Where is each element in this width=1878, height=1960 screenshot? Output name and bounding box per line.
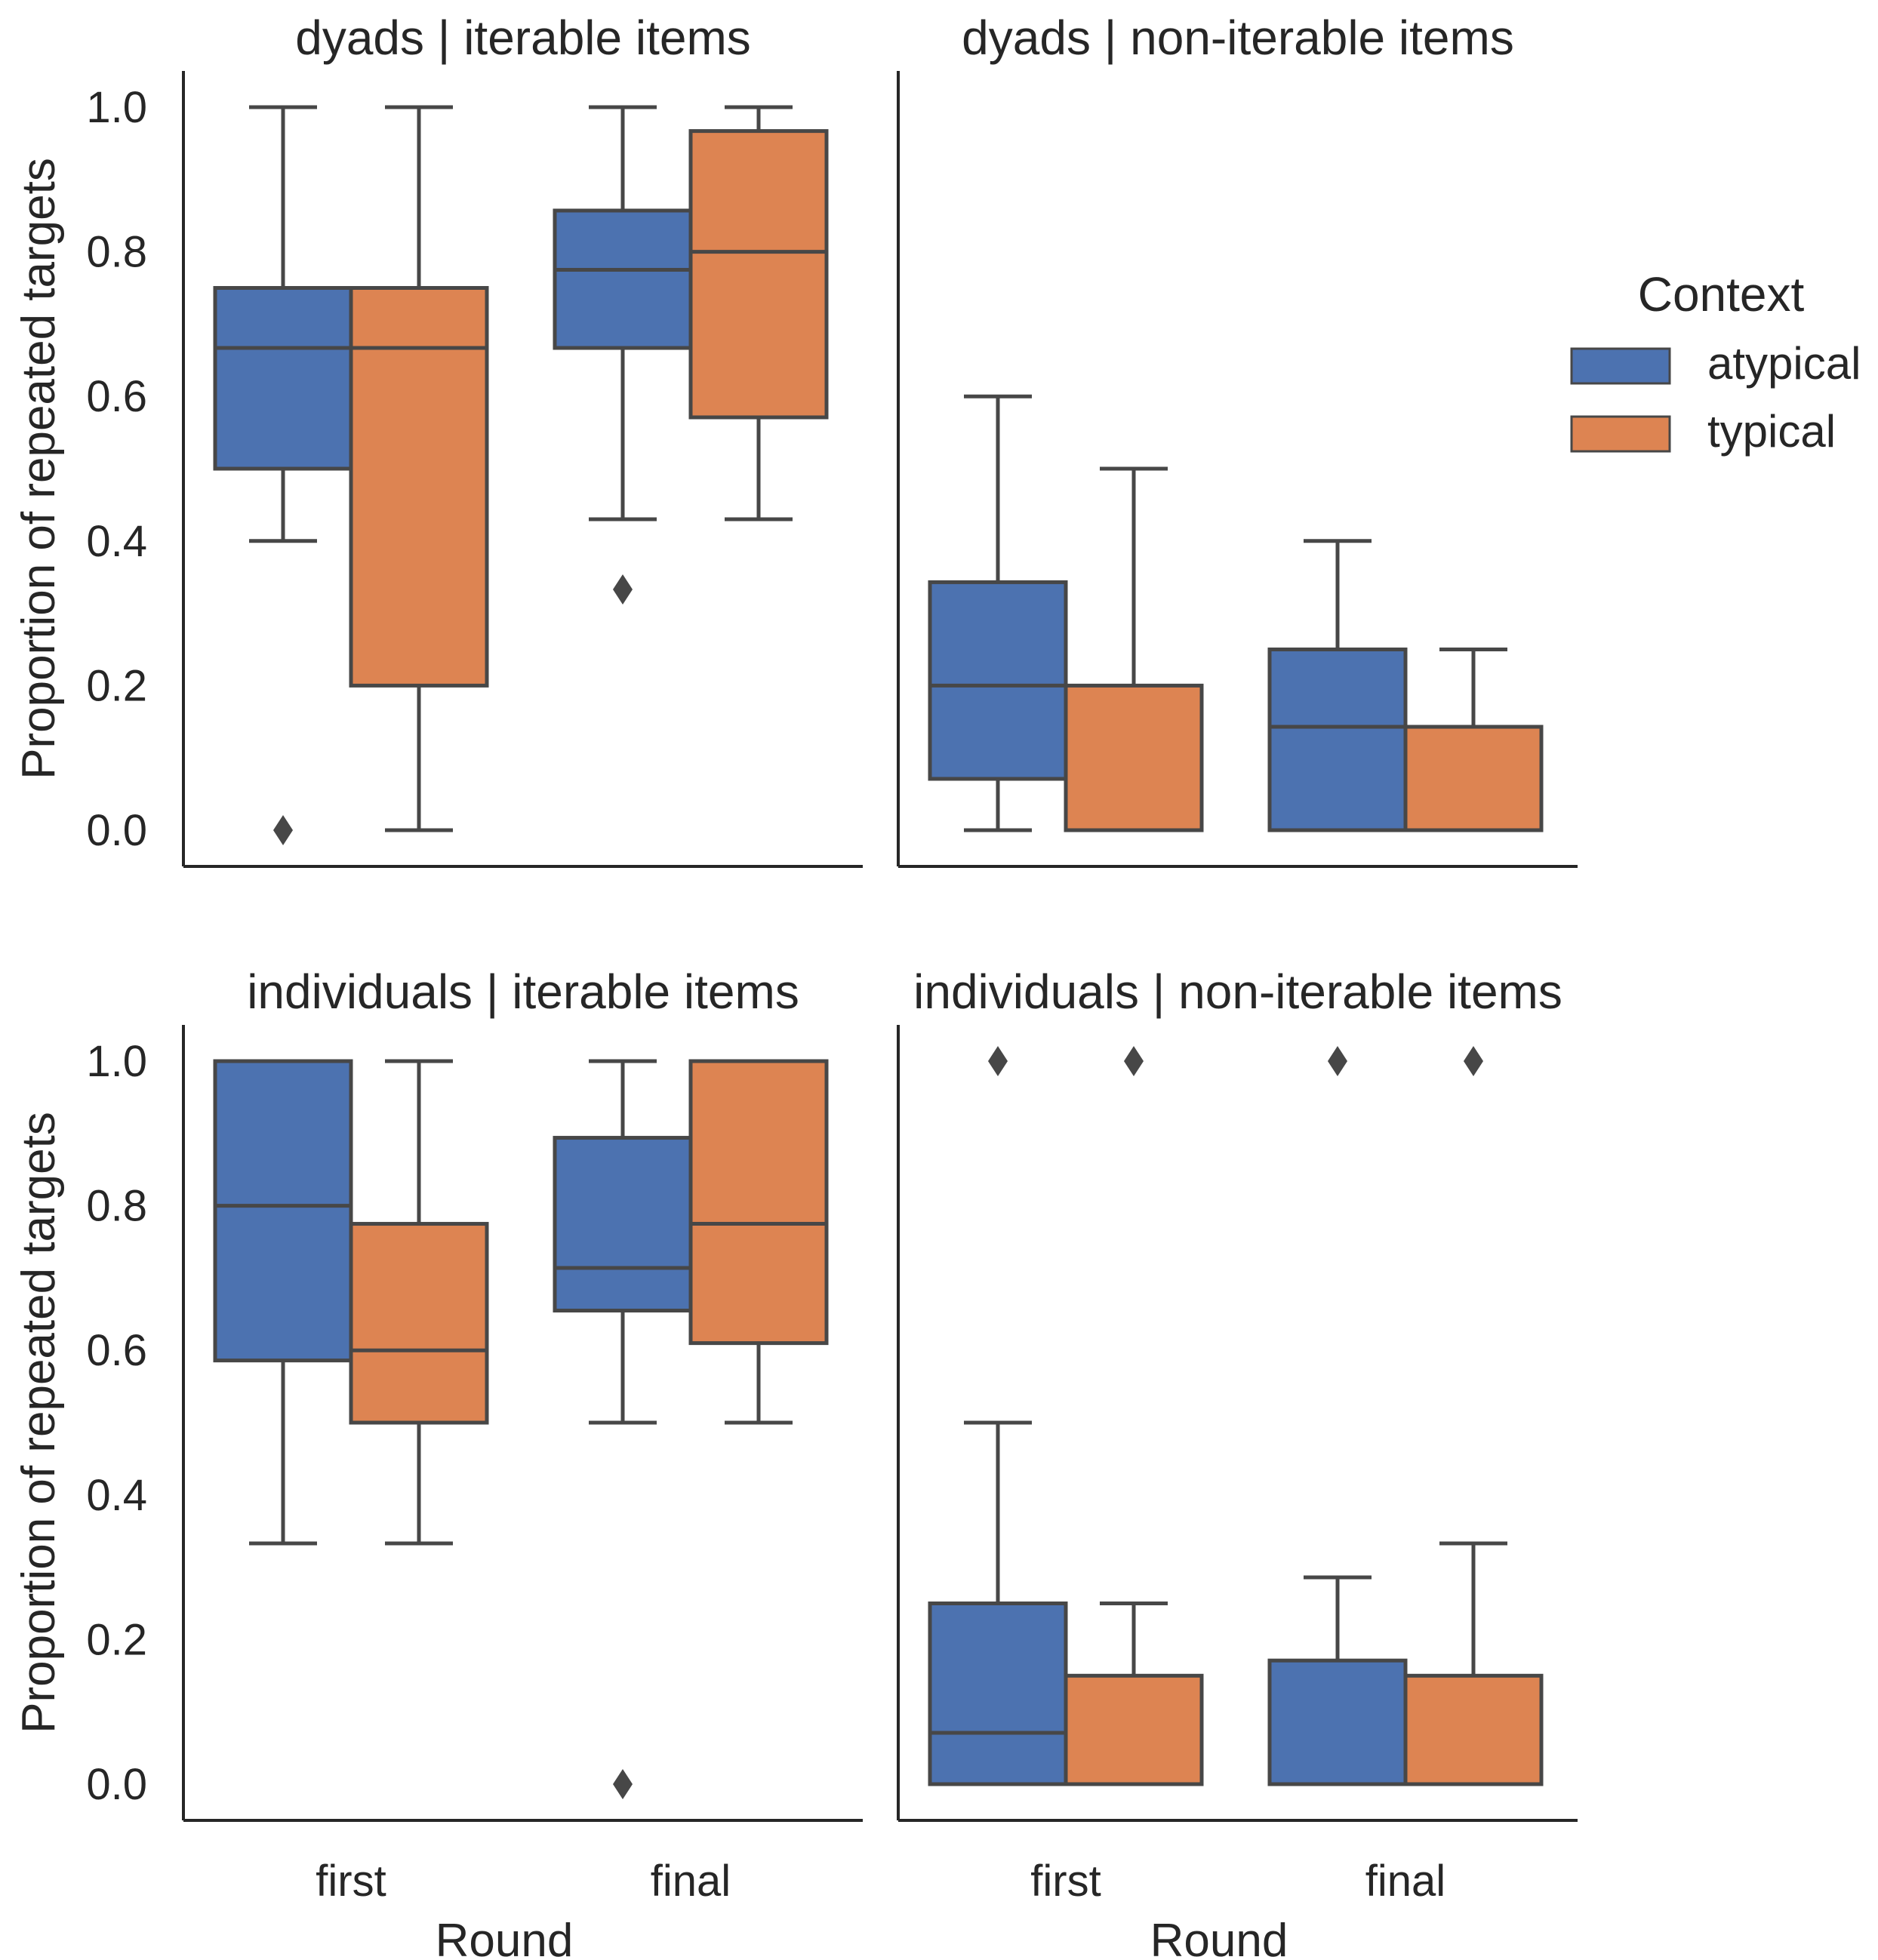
x-tick-label: final	[1365, 1857, 1445, 1906]
box-final-atypical	[1267, 539, 1408, 832]
y-tick-label: 0.8	[86, 1182, 147, 1231]
y-tick-label: 0.0	[86, 806, 147, 855]
legend-label-typical: typical	[1707, 406, 1836, 457]
y-tick-label: 0.4	[86, 1471, 147, 1520]
legend-title: Context	[1638, 267, 1805, 322]
x-axis-label: Round	[436, 1915, 574, 1960]
box-iqr	[1064, 1673, 1204, 1786]
panel-3: individuals | non-iterable items first fin…	[897, 965, 1578, 1960]
y-tick-label: 0.8	[86, 228, 147, 277]
legend-swatch-typical	[1570, 415, 1671, 453]
y-tick-label: 0.0	[86, 1760, 147, 1809]
panel-title: dyads | non-iterable items	[962, 11, 1514, 65]
box-iqr	[688, 129, 829, 420]
box-first-typical	[1064, 1046, 1204, 1786]
box-iqr	[213, 1059, 353, 1363]
outlier-point	[1124, 1046, 1144, 1076]
box-first-typical	[1064, 466, 1204, 832]
box-iqr	[1403, 725, 1544, 832]
x-tick-label: first	[1030, 1857, 1101, 1906]
outlier-point	[273, 815, 293, 845]
box-final-atypical	[1267, 1046, 1408, 1786]
box-first-typical	[349, 105, 489, 832]
box-first-atypical	[928, 1046, 1068, 1786]
box-first-typical	[349, 1059, 489, 1546]
outlier-point	[1328, 1046, 1347, 1076]
panel-2: individuals | iterable items 0.0 0.2 0.4 0.6…	[13, 965, 863, 1960]
y-axis-label: Proportion of repeated targets	[13, 158, 65, 780]
y-axis-label: Proportion of repeated targets	[13, 1112, 65, 1734]
box-iqr	[1403, 1673, 1544, 1786]
y-tick-label: 0.4	[86, 517, 147, 566]
legend-swatch-atypical	[1570, 347, 1671, 385]
legend-label-atypical: atypical	[1707, 338, 1861, 389]
box-first-atypical	[928, 394, 1068, 832]
box-iqr	[349, 1222, 489, 1425]
panel-title: individuals | non-iterable items	[913, 965, 1562, 1019]
y-tick-label: 0.6	[86, 1326, 147, 1375]
x-tick-label: final	[651, 1857, 731, 1906]
box-iqr	[213, 286, 353, 471]
box-iqr	[553, 208, 693, 350]
box-iqr	[553, 1136, 693, 1313]
plot-layer: dyads | iterable items 0.0 0.2 0.4 0.6 0.8 1.0…	[13, 11, 1578, 1960]
box-final-typical	[1403, 648, 1544, 832]
box-first-atypical	[213, 1059, 353, 1546]
box-first-atypical	[213, 105, 353, 845]
x-axis-label: Round	[1150, 1915, 1288, 1960]
legend: Context atypical typical	[1570, 267, 1861, 457]
box-iqr	[1267, 648, 1408, 832]
y-tick-label: 0.2	[86, 1615, 147, 1664]
box-final-typical	[688, 105, 829, 522]
box-final-typical	[688, 1059, 829, 1425]
box-iqr	[349, 286, 489, 688]
y-tick-label: 1.0	[86, 83, 147, 132]
panel-title: dyads | iterable items	[295, 11, 751, 65]
box-iqr	[1064, 683, 1204, 832]
x-tick-label: first	[316, 1857, 386, 1906]
outlier-point	[1464, 1046, 1483, 1076]
box-final-typical	[1403, 1046, 1544, 1786]
box-iqr	[688, 1059, 829, 1346]
box-final-atypical	[553, 105, 693, 605]
box-iqr	[928, 1602, 1068, 1786]
box-iqr	[928, 580, 1068, 781]
outlier-point	[988, 1046, 1008, 1076]
y-tick-label: 1.0	[86, 1037, 147, 1086]
box-iqr	[1267, 1658, 1408, 1786]
outlier-point	[613, 574, 633, 605]
y-tick-label: 0.2	[86, 661, 147, 710]
panel-1: dyads | non-iterable items	[897, 11, 1578, 868]
outlier-point	[613, 1769, 633, 1799]
panel-title: individuals | iterable items	[247, 965, 799, 1019]
box-final-atypical	[553, 1059, 693, 1799]
y-tick-label: 0.6	[86, 372, 147, 421]
panel-0: dyads | iterable items 0.0 0.2 0.4 0.6 0.8 1.0…	[13, 11, 863, 868]
